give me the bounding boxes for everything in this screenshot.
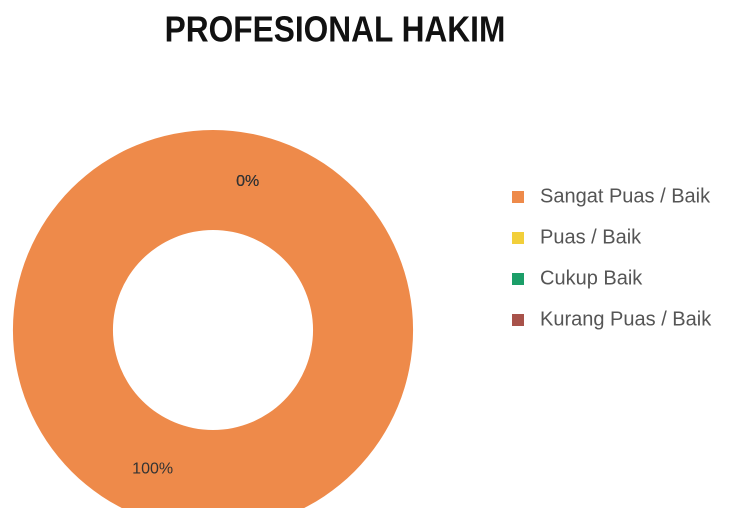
legend-label: Kurang Puas / Baik [540,308,712,330]
legend-swatch [512,232,524,244]
data-label: 0% [236,173,259,190]
legend-label: Puas / Baik [540,226,642,248]
legend-label: Cukup Baik [540,267,643,289]
data-label: 0% [236,173,259,190]
legend-swatch [512,191,524,203]
legend-swatch [512,273,524,285]
legend-swatch [512,314,524,326]
donut-segment [13,130,413,508]
data-label: 0% [236,173,259,190]
chart-title: PROFESIONAL HAKIM [165,10,506,50]
data-label: 100% [132,461,173,478]
legend-label: Sangat Puas / Baik [540,185,711,207]
